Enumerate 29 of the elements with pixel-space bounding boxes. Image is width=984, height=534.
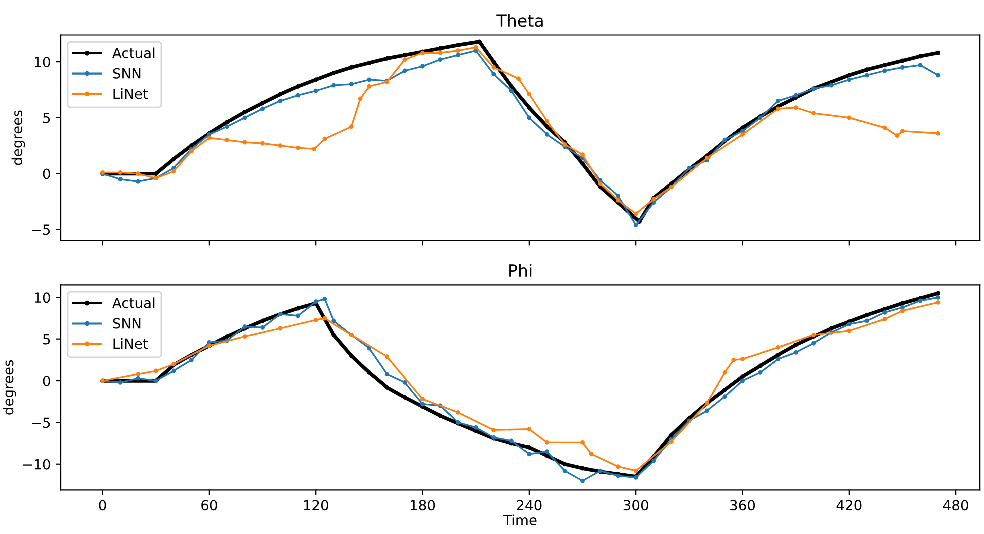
legend-label: LiNet — [114, 338, 148, 350]
y-tick-label: 5 — [44, 113, 50, 124]
x-tick-label: 480 — [943, 500, 968, 511]
x-tick-label: 420 — [836, 500, 862, 511]
x-tick-label: 0 — [99, 500, 106, 511]
legend-label: Actual — [112, 48, 155, 58]
x-tick-label: 120 — [304, 500, 328, 511]
y-tick-label: −5 — [32, 418, 50, 428]
x-tick-label: 180 — [411, 500, 436, 511]
y-axis-title: degrees — [2, 360, 16, 415]
legend-label: SNN — [113, 318, 141, 329]
legend-label: LiNet — [114, 88, 148, 100]
y-tick-label: −10 — [23, 459, 50, 470]
legend-label: SNN — [113, 68, 141, 79]
chart-title: Theta — [496, 14, 543, 28]
x-tick-label: 300 — [624, 500, 648, 511]
x-tick-label: 60 — [202, 500, 218, 511]
x-axis-title: Time — [504, 514, 537, 526]
y-tick-label: −5 — [32, 224, 50, 236]
chart-title: Phi — [510, 264, 532, 277]
x-tick-label: 240 — [517, 500, 542, 511]
x-tick-label: 360 — [730, 500, 756, 511]
legend-label: Actual — [112, 298, 155, 308]
y-tick-label: 10 — [35, 57, 50, 68]
y-tick-label: 0 — [43, 168, 50, 180]
y-tick-label: 5 — [44, 334, 50, 345]
y-tick-label: 10 — [35, 292, 50, 304]
y-tick-label: 0 — [43, 376, 50, 386]
y-axis-title: degrees — [12, 110, 26, 166]
